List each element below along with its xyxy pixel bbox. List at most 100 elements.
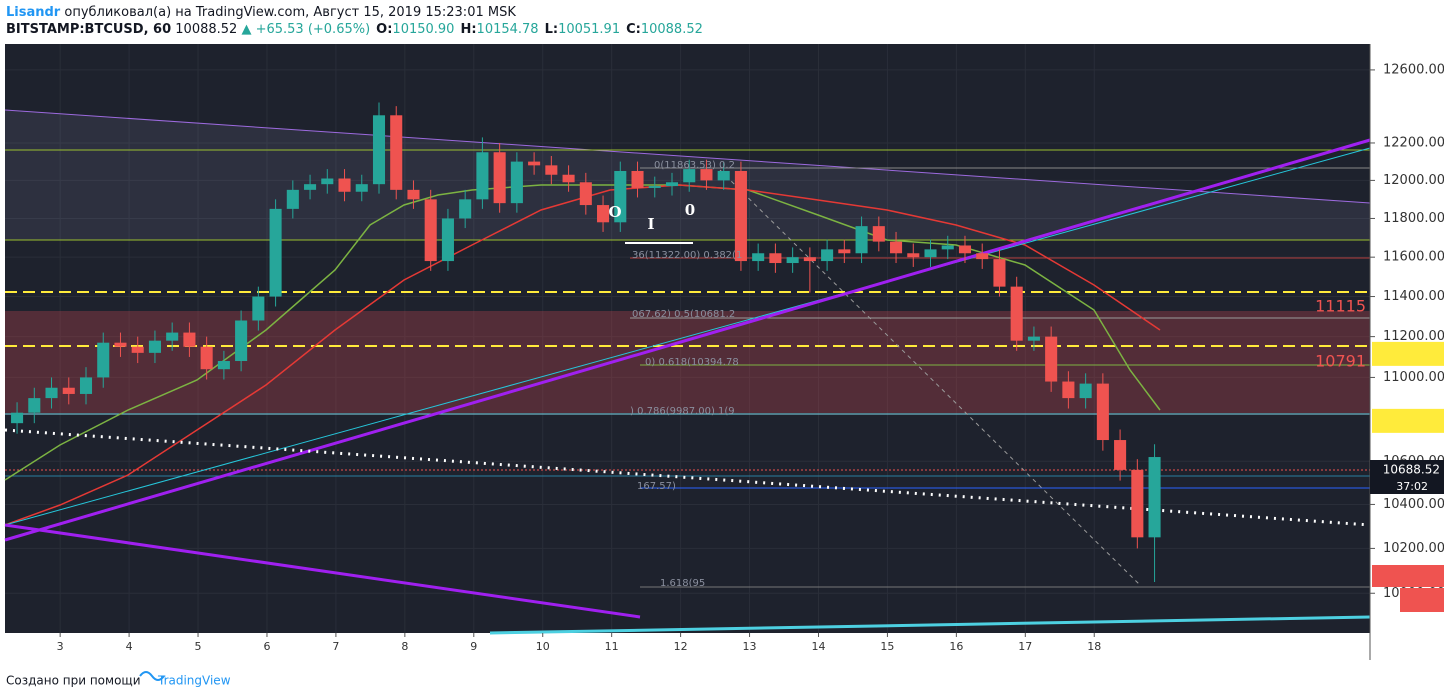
candle-body [372,115,386,185]
candle-body [97,342,110,378]
candle-body [976,253,989,260]
candle-body [252,296,265,321]
candle-body [62,387,75,394]
x-tick-label: 9 [470,640,477,653]
y-tick-label: 11000.00 [1383,370,1444,385]
candle-body [683,169,696,183]
candle-body [907,253,920,258]
annotation: ) 0.786(9987.00) 1(9 [630,406,735,417]
candle-body [476,152,489,200]
candle-body [752,253,765,262]
candle-body [235,320,248,362]
candle-body [493,152,506,204]
candle-body [45,387,58,399]
x-tick-label: 8 [401,640,408,653]
x-tick-label: 13 [743,640,757,653]
published: опубликовал(а) на TradingView.com, Авгус… [64,5,516,20]
y-tick-label: 12200.00 [1383,135,1444,150]
y-tick-label: 11400.00 [1383,289,1444,304]
footer-brand[interactable]: TradingView [157,674,231,688]
projection [719,169,1141,586]
candle-body [217,361,230,370]
y-tick-label: 12600.00 [1383,62,1444,77]
candle-body [838,249,851,254]
candle-body [183,332,196,347]
annotation: 0(11863.53) 0.2 [654,160,735,171]
resistance-zone [5,311,1370,415]
candle-body [1148,457,1161,538]
candle-body [1131,469,1144,538]
candle-body [424,199,437,262]
level-marker [1372,408,1444,433]
annotation: 0) 0.618(10394.78 [645,357,739,368]
candle-body [304,184,317,190]
trendline [4,138,1371,542]
candle-body [528,161,541,166]
x-tick-label: 5 [195,640,202,653]
trendline [4,147,1371,526]
x-tick-label: 11 [605,640,619,653]
candle-body [407,189,420,200]
candle-body [321,178,334,185]
ohlc-label: H: [460,22,476,37]
candle-body [510,161,523,204]
candle-body [786,257,799,264]
axis-marker [1400,588,1444,612]
y-tick-label: 11600.00 [1383,250,1444,265]
candle-body [734,170,747,262]
candle-body [1079,383,1092,399]
candle-body [958,245,972,254]
candle-body [597,205,610,223]
x-tick-label: 3 [57,640,64,653]
candle-body [148,340,161,353]
candle-body [459,199,472,219]
symbol-line: BITSTAMP:BTCUSD, 60 10088.52 ▲ +65.53 (+… [6,22,703,37]
level-label: 10791 [1315,351,1366,370]
last-price: 10088.52 [175,22,237,37]
author[interactable]: Lisandr [6,5,61,20]
annotation: I [647,215,654,233]
candle-body [441,218,454,262]
candle-body [648,186,661,188]
level-label: 11115 [1315,296,1366,315]
trendline [489,615,1371,635]
candle-body [665,182,679,187]
candle-body [131,346,144,353]
ohlc-value: 10154.78 [477,22,539,37]
candle-body [269,208,282,297]
price-axis [1370,44,1444,633]
candle-body [855,226,868,254]
trendline [4,523,641,619]
candle-body [803,257,816,262]
y-tick-label: 12000.00 [1383,173,1444,188]
candle-body [890,241,903,254]
candle-body [924,249,937,258]
candle-body [338,178,351,192]
moving-average [4,184,1161,526]
candle-body [11,412,24,424]
header-line: Lisandr опубликовал(а) на TradingView.co… [6,5,516,20]
candle-body [286,189,299,209]
candle-body [390,115,403,190]
candle-body [562,174,575,183]
ohlc-value: 10150.90 [392,22,454,37]
annotation: 0 [685,201,695,219]
y-tick-label: 11800.00 [1383,211,1444,226]
candle-body [872,226,885,242]
logo [139,671,165,681]
annotation: 1.618(95 [660,578,705,589]
ohlc-label: O: [376,22,392,37]
candle-body [614,170,627,223]
candle-body [545,165,558,175]
candle-body [700,169,713,181]
candle-body [1045,336,1058,382]
x-tick-label: 15 [880,640,894,653]
annotation: 167.57) [637,481,676,492]
ohlc-value: 10088.52 [641,22,703,37]
x-tick-label: 16 [949,640,963,653]
candle-body [993,259,1006,287]
candle-body [1010,286,1023,341]
candle-body [717,170,730,181]
annotation: 067.62) 0.5(10681.2 [632,309,735,320]
